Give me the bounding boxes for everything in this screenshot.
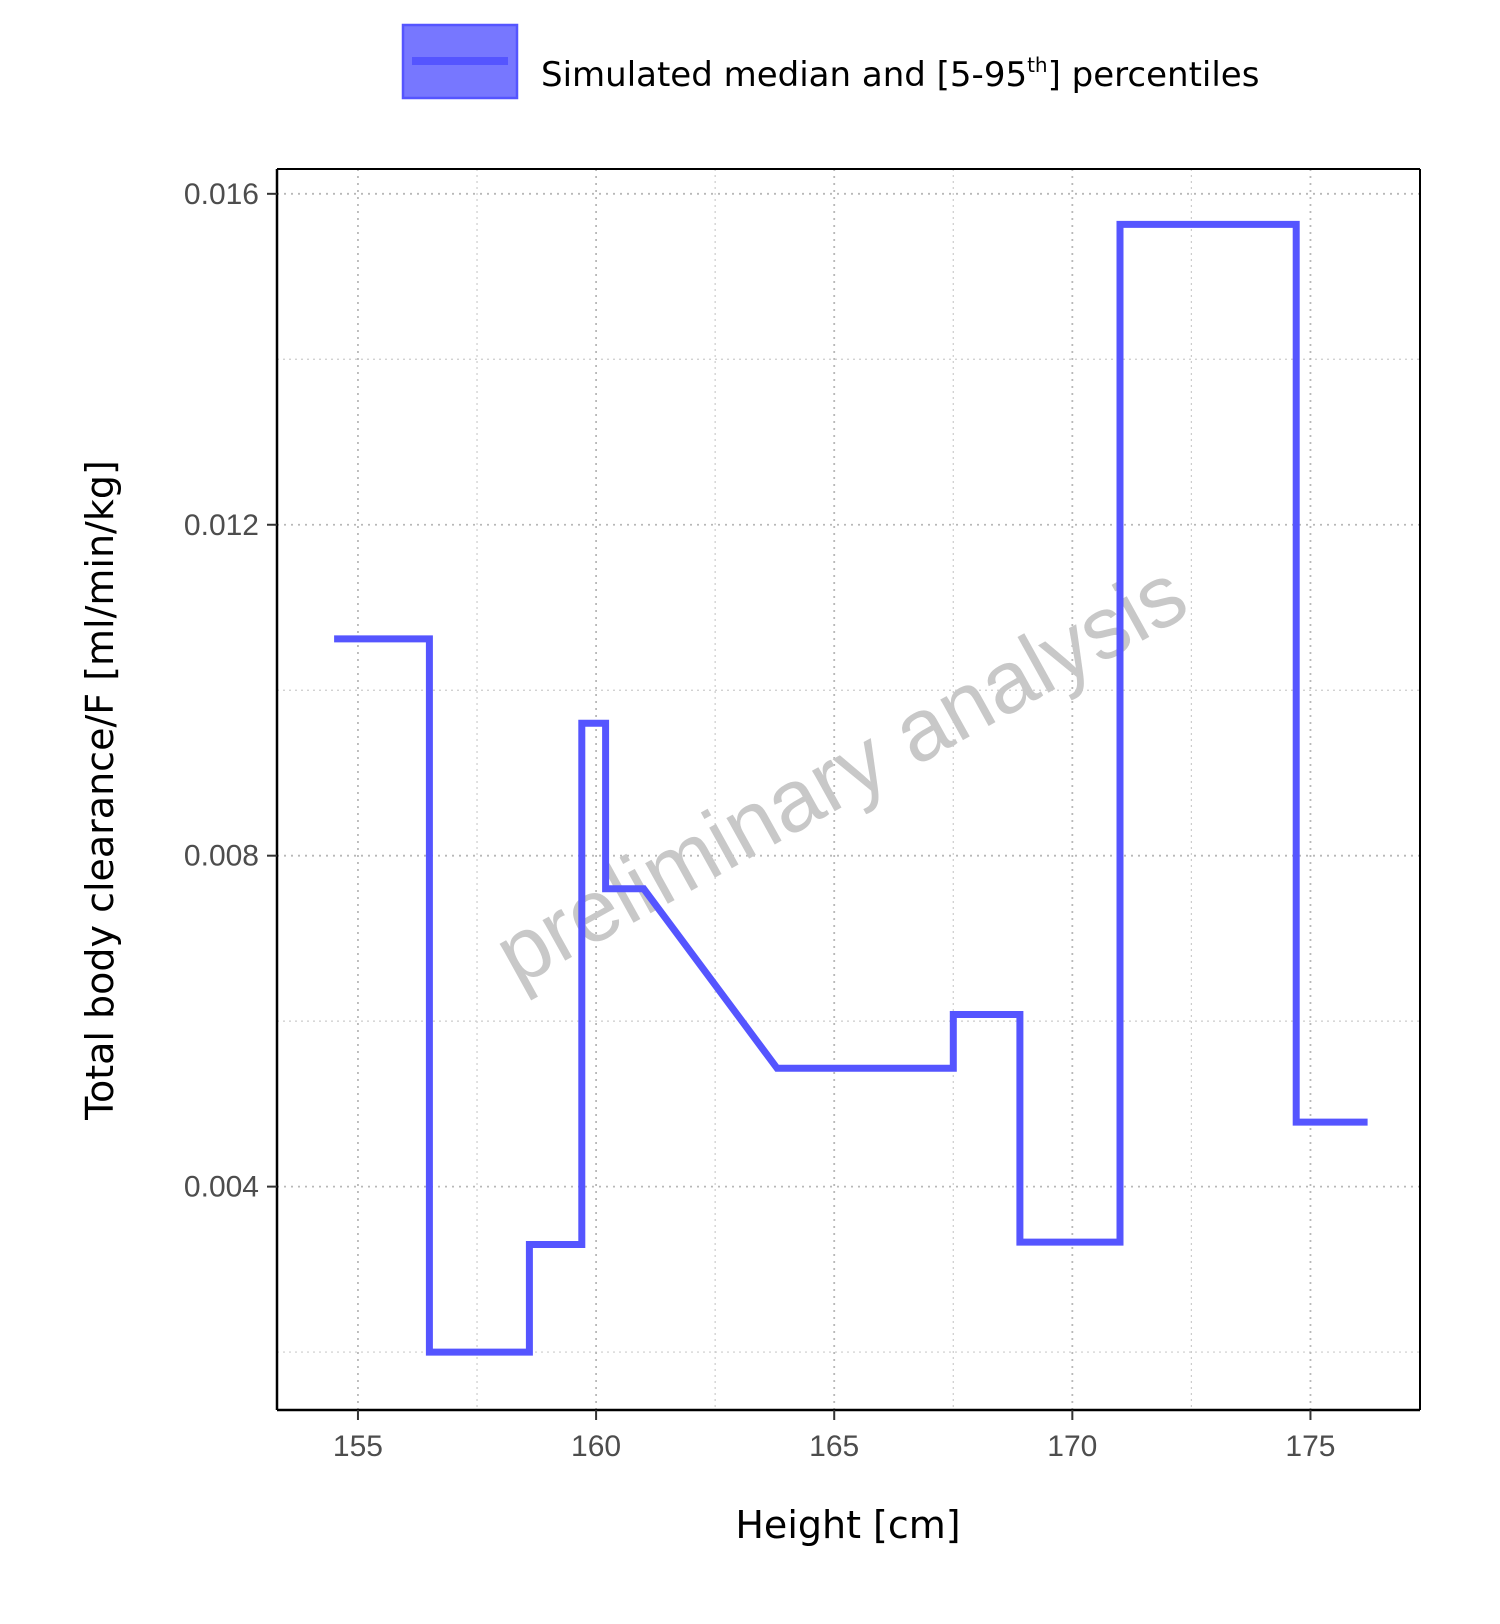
ticks: 155 160 165 170 175 0.004 0.008 0.012 0.016 [184,178,1336,1463]
y-axis-title: Total body clearance/F [ml/min/kg] [78,460,122,1121]
series [334,220,1368,1356]
y-tick-label: 0.012 [184,509,259,542]
series-line [334,220,1368,1356]
y-tick-label: 0.016 [184,178,259,211]
axes [275,168,1421,1412]
x-tick-label: 155 [333,1430,383,1463]
x-tick-label: 170 [1047,1430,1097,1463]
legend-label-sup: th [1027,53,1048,77]
y-tick-label: 0.008 [184,840,259,873]
legend-label: Simulated median and [5-95th] percentile… [541,53,1259,95]
legend-label-main: Simulated median and [5-95 [541,55,1027,95]
x-tick-label: 160 [571,1430,621,1463]
watermark-text: preliminary analysis [478,543,1202,1004]
x-axis-title: Height [cm] [735,1503,960,1547]
legend-label-end: ] percentiles [1048,55,1260,95]
grid [277,169,1420,1410]
legend: Simulated median and [5-95th] percentile… [401,23,1259,100]
x-tick-label: 165 [809,1430,859,1463]
x-tick-label: 175 [1285,1430,1335,1463]
watermark: preliminary analysis [478,543,1202,1004]
y-tick-label: 0.004 [184,1171,259,1204]
